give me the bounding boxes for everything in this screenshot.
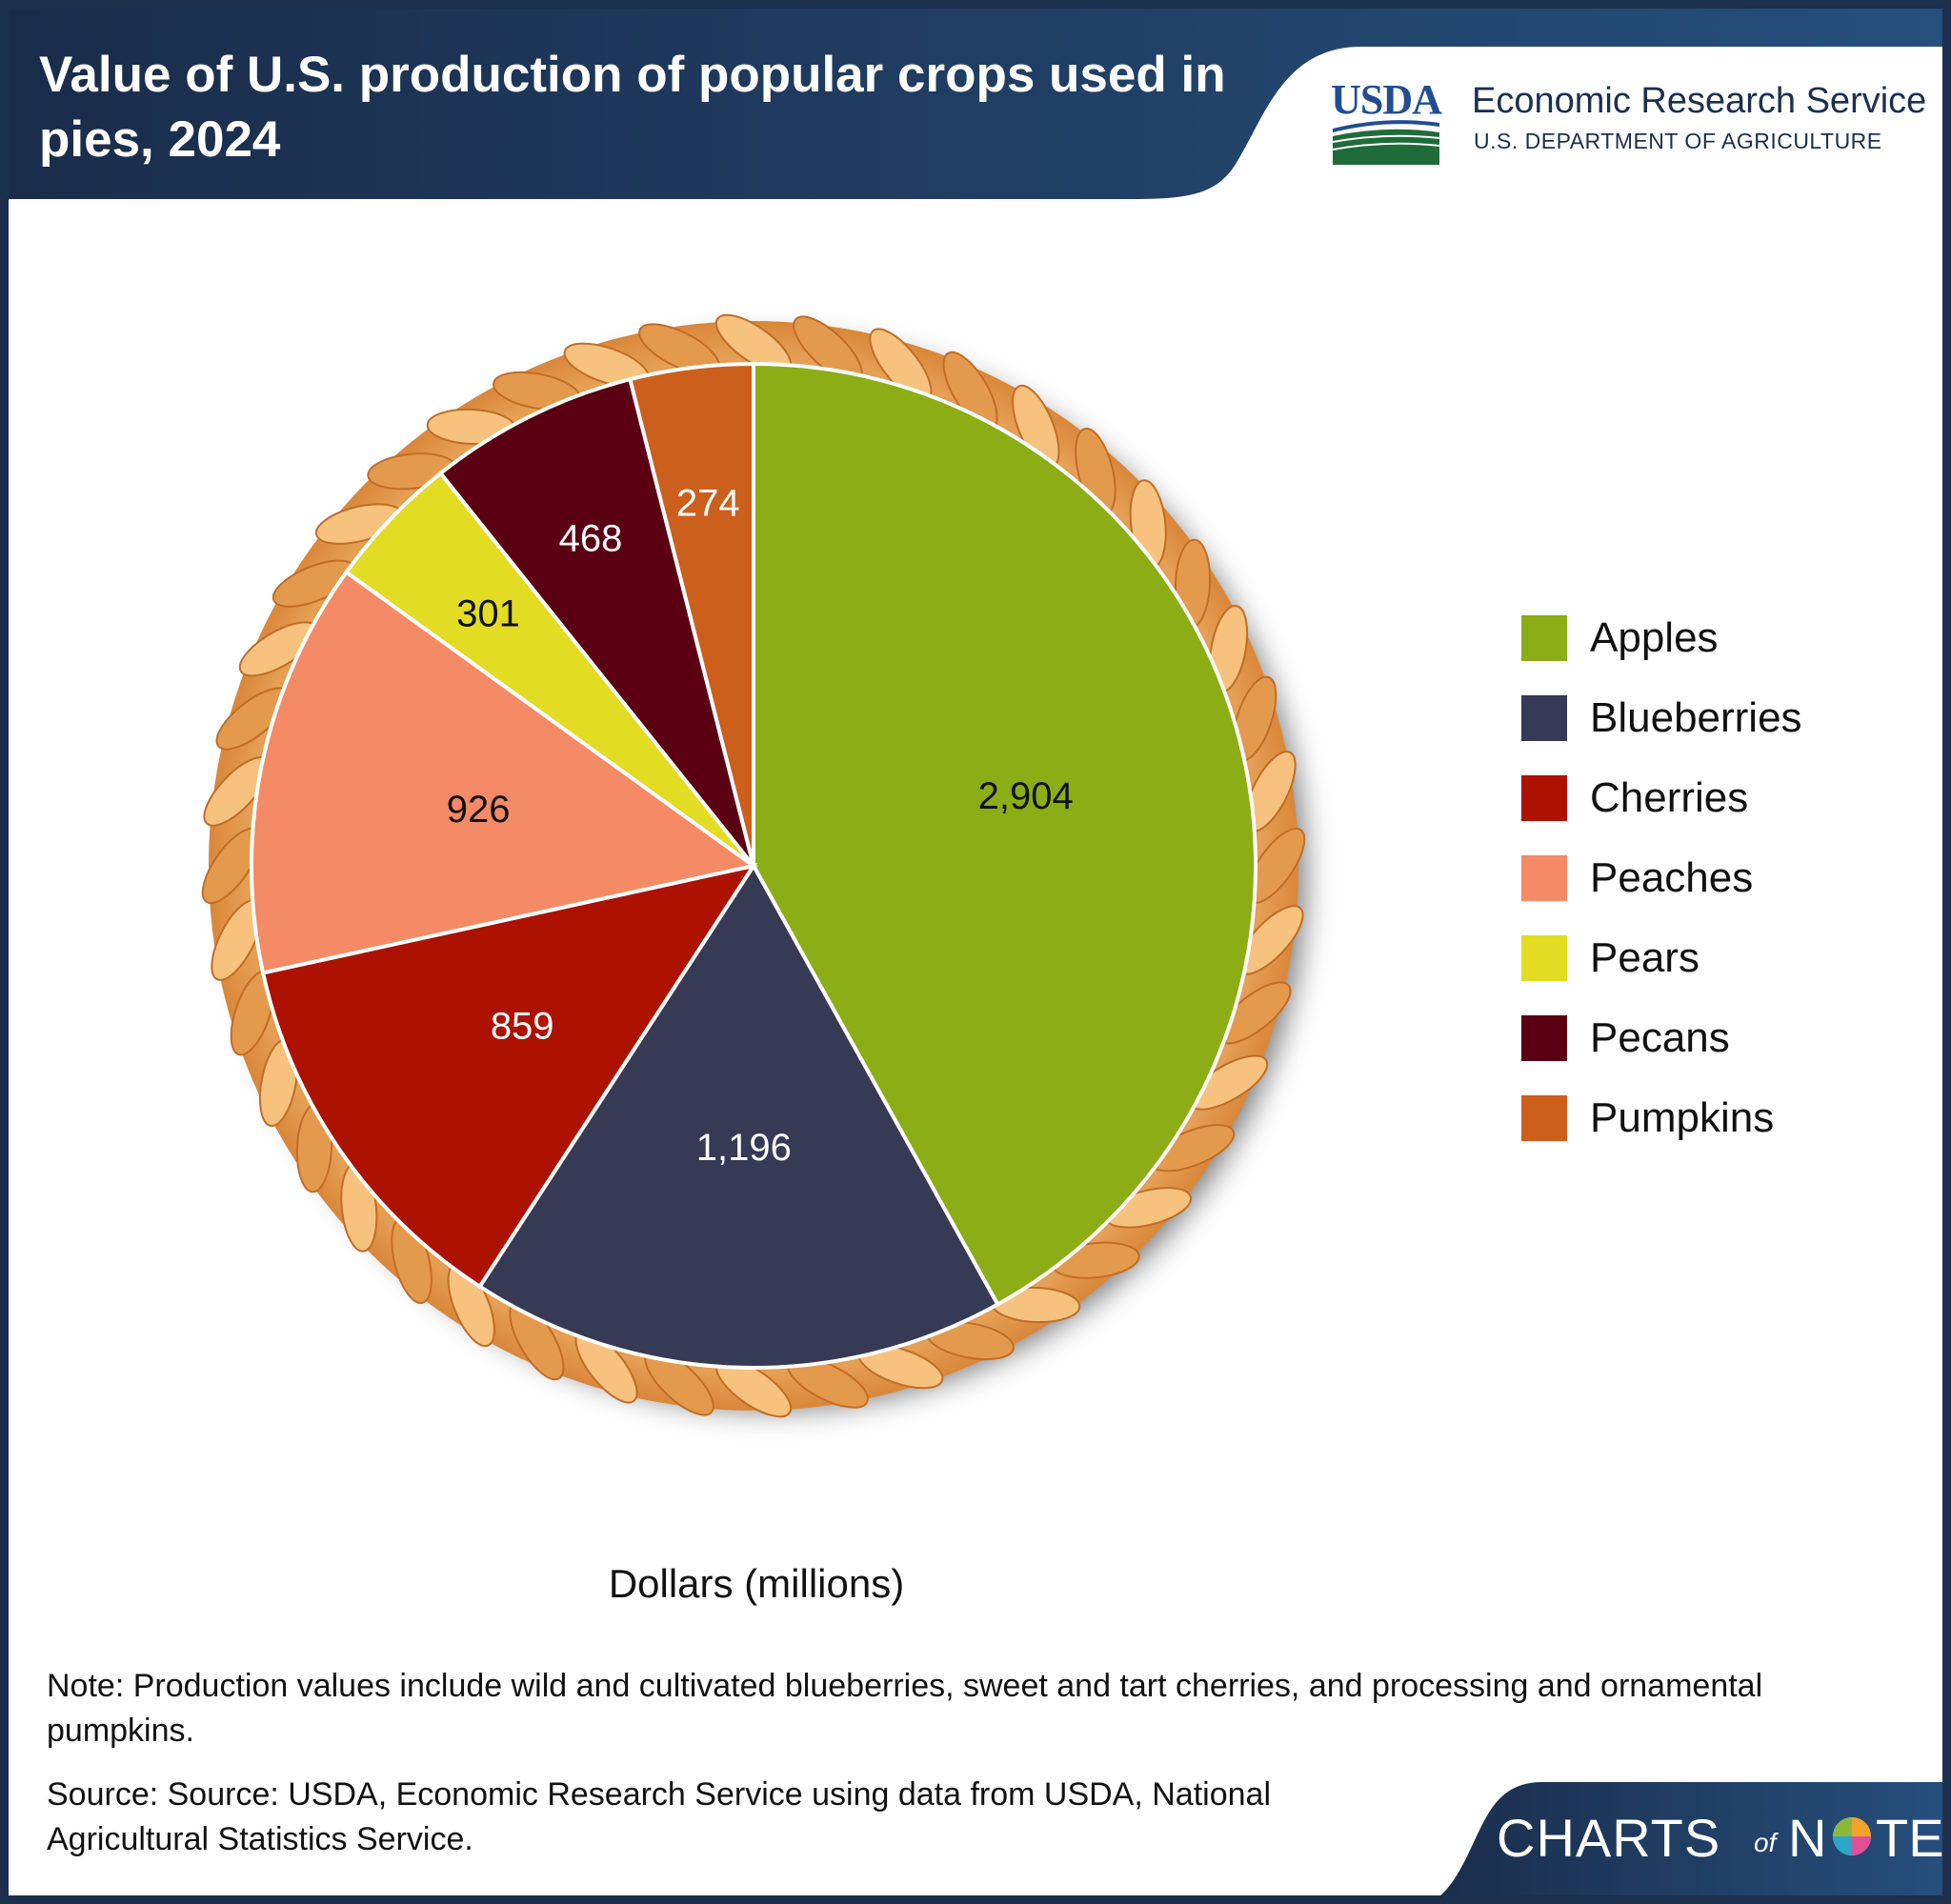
pie-slice-pumpkins [627,361,755,867]
department-name: U.S. DEPARTMENT OF AGRICULTURE [1474,129,1882,153]
pie-crust-braid [201,313,1306,1418]
legend-label: Blueberries [1590,694,1802,741]
chart-note: Note: Production values include wild and… [47,1668,1763,1749]
legend-item-cherries: Cherries [1521,771,1921,851]
slice-label-blueberries: 1,196 [696,1127,792,1169]
legend-label: Peaches [1590,854,1754,901]
slice-label-cherries: 859 [491,1006,554,1048]
charts-of-note-logo: CHARTS of N TE [1497,1807,1942,1874]
legend-label: Apples [1590,614,1719,661]
legend-swatch [1521,1095,1567,1141]
header-band [9,9,1942,199]
brand-te-text: TE [1876,1808,1944,1868]
legend-label: Pears [1590,934,1700,981]
slice-label-pecans: 468 [559,517,623,559]
pie-chart: 2,904 1,196 859 926 301 468 274 [201,313,1306,1418]
pie-slice-pecans [437,376,755,868]
pie-slice-peaches [249,569,758,975]
legend-item-peaches: Peaches [1521,851,1921,931]
slice-label-pumpkins: 274 [676,482,740,524]
chart-source: Source: Source: USDA, Economic Research … [47,1776,1271,1857]
usda-logo-text: USDA [1331,76,1442,123]
legend-item-pears: Pears [1521,931,1921,1011]
usda-logo: USDA [1331,76,1442,167]
legend-item-blueberries: Blueberries [1521,691,1921,771]
legend-swatch [1521,775,1567,821]
pie-slice-blueberries [476,862,1001,1370]
brand-of-text: of [1754,1828,1777,1857]
legend-item-apples: Apples [1521,611,1921,691]
legend-label: Cherries [1590,774,1749,821]
slice-label-peaches: 926 [447,789,511,831]
pie-slice-labels: 2,904 1,196 859 926 301 468 274 [447,482,1074,1169]
legend: Apples Blueberries Cherries Peaches Pear… [1521,611,1921,1171]
pie-slices [249,361,1257,1370]
legend-swatch [1521,855,1567,901]
legend-item-pecans: Pecans [1521,1011,1921,1091]
mini-pie-icon [1833,1817,1871,1855]
pie-slice-cherries [260,863,758,1290]
legend-swatch [1521,1015,1567,1061]
slice-label-apples: 2,904 [978,775,1074,817]
slice-label-pears: 301 [456,593,520,635]
chart-title: Value of U.S. production of popular crop… [39,47,1226,168]
units-label: Dollars (millions) [608,1561,905,1606]
footer-band [1440,1782,1942,1895]
brand-n-text: N [1788,1808,1827,1868]
legend-swatch [1521,935,1567,981]
legend-swatch [1521,615,1567,661]
legend-swatch [1521,695,1567,741]
legend-item-pumpkins: Pumpkins [1521,1091,1921,1171]
agency-name: Economic Research Service [1472,81,1927,121]
legend-label: Pumpkins [1590,1094,1775,1141]
usda-logo-fields-icon [1332,120,1440,165]
usda-branding: USDA Economic Research Service U.S. DEPA… [1331,76,1931,167]
pie-slice-apples [752,361,1257,1308]
legend-label: Pecans [1590,1014,1730,1061]
brand-charts-text: CHARTS [1497,1808,1721,1868]
